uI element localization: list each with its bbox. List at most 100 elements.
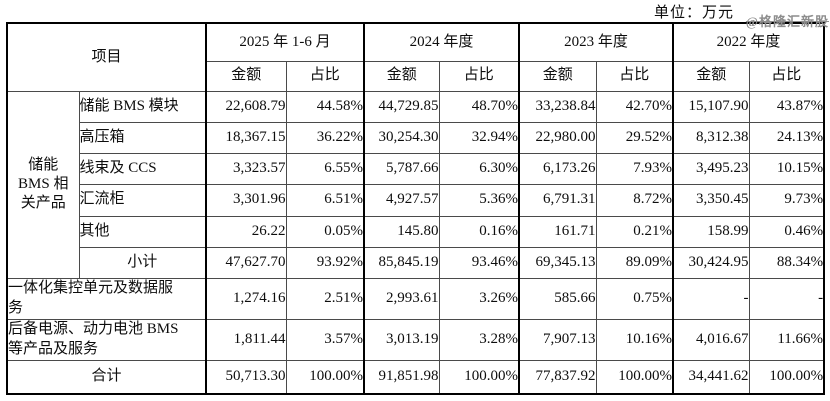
ratio-cell: 36.22% [285,121,365,154]
amount-cell: 85,845.19 [363,246,440,279]
header-item: 项目 [6,22,207,92]
amount-cell: - [672,277,750,320]
ratio-header: 占比 [748,60,825,92]
amount-header: 金额 [363,60,440,92]
ratio-cell: 100.00% [285,359,365,395]
amount-cell: 145.80 [363,215,440,248]
amount-cell: 1,811.44 [205,318,287,361]
ratio-header: 占比 [595,60,674,92]
ratio-cell: 29.52% [595,121,674,154]
ratio-cell: 48.70% [438,90,520,123]
ratio-cell: 6.51% [285,183,365,217]
ratio-cell: 100.00% [595,359,674,395]
ratio-cell: 0.75% [595,277,674,320]
amount-cell: 26.22 [205,215,287,248]
amount-cell: 15,107.90 [672,90,750,123]
table-row: 汇流柜 3,301.96 6.51% 4,927.57 5.36% 6,791.… [7,183,825,217]
ratio-cell: 3.26% [438,277,520,320]
ratio-cell: 32.94% [438,121,520,154]
product-name: 其他 [78,215,207,248]
amount-cell: 8,312.38 [672,121,750,154]
watermark: @格隆汇新股 [745,14,829,29]
ratio-cell: 100.00% [438,359,520,395]
period-header-2023: 2023 年度 [518,22,674,62]
ratio-cell: 3.57% [285,318,365,361]
amount-cell: 4,016.67 [672,318,750,361]
amount-header: 金额 [518,60,597,92]
subtotal-label: 小计 [78,246,207,279]
amount-cell: 158.99 [672,215,750,248]
total-row: 合计 50,713.30 100.00% 91,851.98 100.00% 7… [6,359,825,395]
amount-header: 金额 [205,60,287,92]
ratio-header: 占比 [285,60,365,92]
amount-cell: 77,837.92 [518,359,597,395]
amount-cell: 4,927.57 [363,183,440,217]
header-row-measures: 金额 占比 金额 占比 金额 占比 金额 占比 [7,60,825,92]
table-row: 其他 26.22 0.05% 145.80 0.16% 161.71 0.21%… [7,215,825,248]
ratio-cell: 10.15% [748,152,825,185]
product-name: 线束及 CCS [78,152,207,185]
ratio-cell: 93.46% [438,246,520,279]
amount-cell: 30,424.95 [672,246,750,279]
ratio-cell: - [748,277,825,320]
table-row: 储能 BMS 相 关产品 储能 BMS 模块 22,608.79 44.58% … [6,90,825,279]
period-header-2022: 2022 年度 [672,22,825,62]
ratio-cell: 24.13% [748,121,825,154]
amount-cell: 585.66 [518,277,597,320]
header-row-periods: 项目 2025 年 1-6 月 2024 年度 2023 年度 2022 年度 [6,22,825,92]
amount-cell: 2,993.61 [363,277,440,320]
ratio-cell: 10.16% [595,318,674,361]
product-name: 储能 BMS 模块 [78,90,207,123]
period-header-2025: 2025 年 1-6 月 [205,22,365,62]
ratio-cell: 5.36% [438,183,520,217]
period-header-2024: 2024 年度 [363,22,520,62]
amount-cell: 3,323.57 [205,152,287,185]
ratio-cell: 3.28% [438,318,520,361]
amount-cell: 161.71 [518,215,597,248]
amount-cell: 6,791.31 [518,183,597,217]
ratio-header: 占比 [438,60,520,92]
amount-cell: 1,274.16 [205,277,287,320]
amount-cell: 3,350.45 [672,183,750,217]
amount-cell: 3,013.19 [363,318,440,361]
amount-header: 金额 [672,60,750,92]
amount-cell: 3,301.96 [205,183,287,217]
product-name: 高压箱 [78,121,207,154]
amount-cell: 91,851.98 [363,359,440,395]
ratio-cell: 6.30% [438,152,520,185]
ratio-cell: 0.21% [595,215,674,248]
group-label: 储能 BMS 相 关产品 [6,90,80,279]
amount-cell: 69,345.13 [518,246,597,279]
total-label: 合计 [6,359,207,395]
table-row: 高压箱 18,367.15 36.22% 30,254.30 32.94% 22… [7,121,825,154]
ratio-cell: 0.16% [438,215,520,248]
amount-cell: 33,238.84 [518,90,597,123]
category-name: 一体化集控单元及数据服 务 [6,277,207,320]
category-name: 后备电源、动力电池 BMS 等产品及服务 [6,318,207,361]
amount-cell: 47,627.70 [205,246,287,279]
ratio-cell: 9.73% [748,183,825,217]
amount-cell: 22,980.00 [518,121,597,154]
ratio-cell: 88.34% [748,246,825,279]
ratio-cell: 42.70% [595,90,674,123]
amount-cell: 18,367.15 [205,121,287,154]
ratio-cell: 0.46% [748,215,825,248]
product-name: 汇流柜 [78,183,207,217]
table-row: 后备电源、动力电池 BMS 等产品及服务 1,811.44 3.57% 3,01… [6,318,825,361]
ratio-cell: 44.58% [285,90,365,123]
amount-cell: 34,441.62 [672,359,750,395]
table-row: 线束及 CCS 3,323.57 6.55% 5,787.66 6.30% 6,… [7,152,825,185]
amount-cell: 5,787.66 [363,152,440,185]
ratio-cell: 93.92% [285,246,365,279]
amount-cell: 22,608.79 [205,90,287,123]
ratio-cell: 7.93% [595,152,674,185]
ratio-cell: 6.55% [285,152,365,185]
ratio-cell: 0.05% [285,215,365,248]
amount-cell: 30,254.30 [363,121,440,154]
amount-cell: 6,173.26 [518,152,597,185]
revenue-table: 项目 2025 年 1-6 月 2024 年度 2023 年度 2022 年度 … [6,22,826,395]
amount-cell: 44,729.85 [363,90,440,123]
ratio-cell: 43.87% [748,90,825,123]
amount-cell: 3,495.23 [672,152,750,185]
subtotal-row: 小计 47,627.70 93.92% 85,845.19 93.46% 69,… [7,246,825,279]
